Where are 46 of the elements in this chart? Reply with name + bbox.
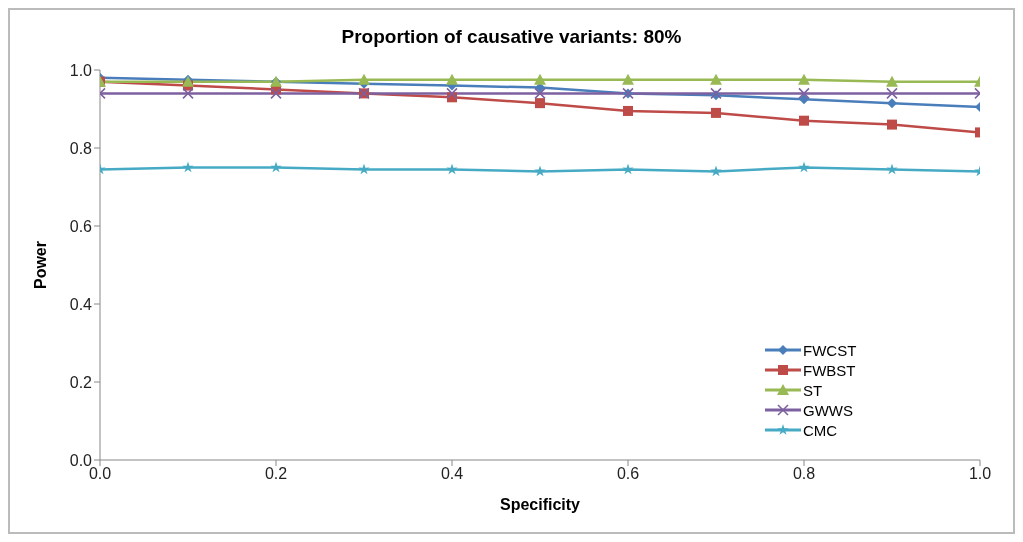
- point: [798, 161, 810, 173]
- point: [182, 161, 194, 173]
- point: [886, 163, 898, 175]
- point: [535, 98, 545, 109]
- y-tick-label: 0.4: [69, 295, 93, 313]
- point: [270, 87, 282, 100]
- x-tick-label: 0.8: [792, 465, 816, 483]
- point: [534, 73, 546, 85]
- y-tick-label: 0.6: [69, 217, 93, 235]
- point: [799, 94, 809, 105]
- chart-title: Proportion of causative variants: 80%: [340, 26, 683, 48]
- legend-label: GWWS: [803, 401, 853, 419]
- point: [799, 115, 809, 126]
- point: [623, 105, 633, 116]
- point: [182, 87, 194, 100]
- point: [446, 87, 458, 100]
- x-tick-label: 0.0: [88, 465, 112, 483]
- point: [711, 107, 721, 118]
- point: [446, 73, 458, 85]
- point: [622, 163, 634, 175]
- y-axis-title: Power: [31, 240, 49, 290]
- point: [798, 87, 810, 100]
- legend-label: FWCST: [803, 341, 857, 359]
- x-tick-label: 1.0: [968, 465, 992, 483]
- legend-label: ST: [803, 381, 823, 399]
- point: [886, 87, 898, 100]
- legend-label: FWBST: [803, 361, 856, 379]
- x-tick-label: 0.4: [440, 465, 464, 483]
- point: [798, 73, 810, 85]
- point: [622, 73, 634, 85]
- legend-label: CMC: [803, 421, 838, 439]
- point: [358, 73, 370, 85]
- point: [534, 87, 546, 100]
- y-tick-label: 0.2: [69, 373, 93, 391]
- point: [886, 75, 898, 87]
- point: [358, 163, 370, 175]
- x-tick-label: 0.6: [616, 465, 640, 483]
- point: [710, 73, 722, 85]
- y-tick-label: 1.0: [69, 61, 93, 79]
- x-axis-title: Specificity: [499, 496, 581, 513]
- x-tick-label: 0.2: [264, 465, 288, 483]
- point: [446, 163, 458, 175]
- point: [887, 98, 897, 109]
- point: [887, 119, 897, 130]
- point: [270, 161, 282, 173]
- y-tick-label: 0.8: [69, 139, 93, 157]
